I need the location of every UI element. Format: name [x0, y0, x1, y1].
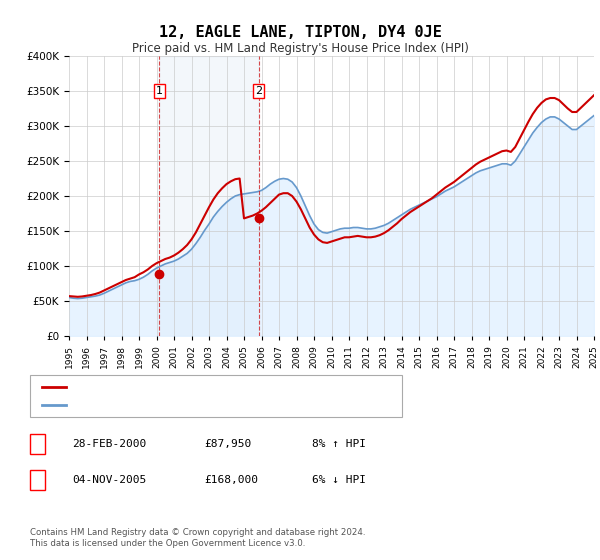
Text: 12, EAGLE LANE, TIPTON, DY4 0JE (detached house): 12, EAGLE LANE, TIPTON, DY4 0JE (detache… [69, 382, 339, 392]
Text: £87,950: £87,950 [204, 438, 251, 449]
Text: Contains HM Land Registry data © Crown copyright and database right 2024.
This d: Contains HM Land Registry data © Crown c… [30, 528, 365, 548]
Text: Price paid vs. HM Land Registry's House Price Index (HPI): Price paid vs. HM Land Registry's House … [131, 42, 469, 55]
Text: 28-FEB-2000: 28-FEB-2000 [72, 438, 146, 449]
Text: HPI: Average price, detached house, Sandwell: HPI: Average price, detached house, Sand… [69, 400, 309, 410]
Text: 8% ↑ HPI: 8% ↑ HPI [312, 438, 366, 449]
Text: 2: 2 [34, 475, 41, 485]
Text: 04-NOV-2005: 04-NOV-2005 [72, 475, 146, 485]
Text: 1: 1 [34, 438, 41, 449]
Text: 1: 1 [156, 86, 163, 96]
Text: 2: 2 [255, 86, 262, 96]
Bar [160, 56, 259, 336]
Text: 6% ↓ HPI: 6% ↓ HPI [312, 475, 366, 485]
Text: 12, EAGLE LANE, TIPTON, DY4 0JE: 12, EAGLE LANE, TIPTON, DY4 0JE [158, 25, 442, 40]
Text: £168,000: £168,000 [204, 475, 258, 485]
